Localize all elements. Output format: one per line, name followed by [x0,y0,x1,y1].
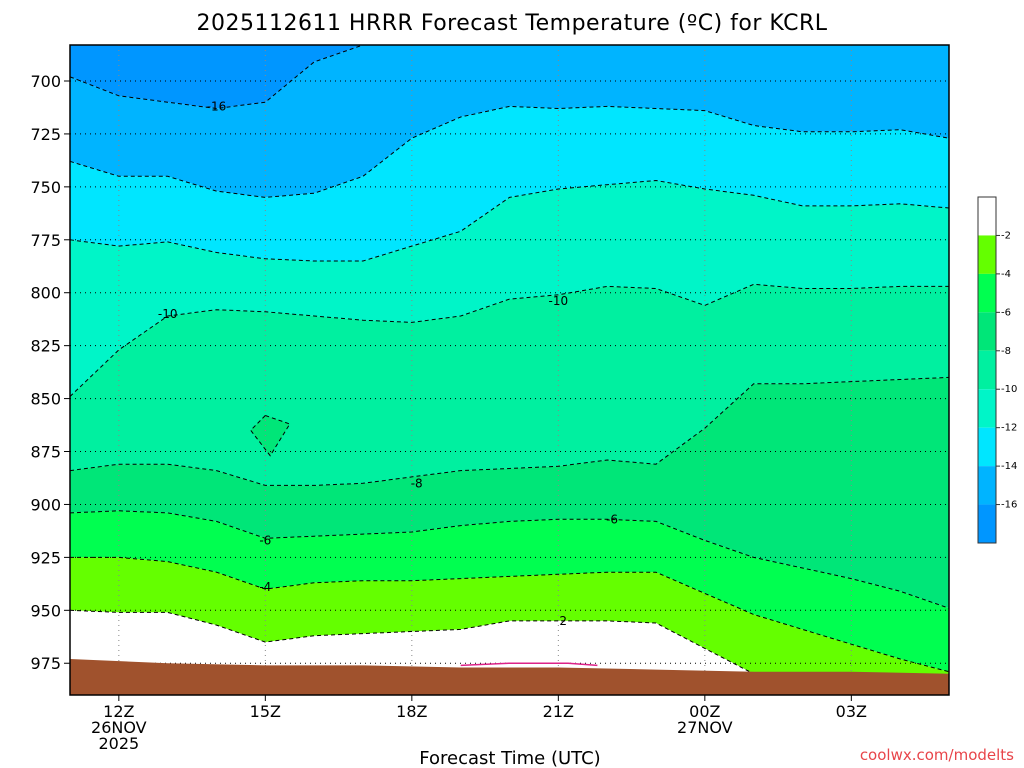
contour-line [70,283,949,397]
contour-label: -4 [259,580,271,594]
contour-label: -8 [411,476,423,490]
contour-line [70,510,949,609]
colorbar-label: -4 [1001,269,1011,280]
contour-label: -16 [207,99,227,113]
colorbar-frame [977,196,997,544]
colorbar-swatch [978,312,996,351]
y-tick-label: 875 [30,443,61,462]
band-region [70,510,949,672]
contour-line [70,179,949,262]
colorbar-swatch [978,427,996,467]
x-tick-label: 27NOV [677,718,733,737]
contour-line [70,45,364,110]
y-tick-label: 900 [30,495,61,514]
y-tick-label: 950 [30,601,61,620]
y-tick-label: 975 [30,654,61,673]
band-region [70,180,949,397]
grid-lines [70,45,949,695]
x-tick-label: 03Z [836,702,867,721]
y-tick-label: 850 [30,390,61,409]
colorbar-legend: -2 -4 -6 -8 -10 -12 -14 -16 [977,196,1017,544]
temperature-bands [70,45,949,695]
x-tick-label: 00Z [689,702,720,721]
y-tick-label: 800 [30,284,61,303]
x-axis-label: Forecast Time (UTC) [419,748,600,768]
colorbar-swatch [978,389,996,428]
band-region [70,377,949,609]
colorbar-label: -6 [1001,307,1011,318]
y-tick-label: 775 [30,231,61,250]
colorbar-label: -2 [1001,230,1011,241]
colorbar-label: -14 [1001,461,1017,472]
colorbar-label: -12 [1001,423,1017,434]
band-region [70,284,949,486]
x-tick-label: 15Z [250,702,281,721]
contour-labels: -16 -10 -10 -8 -6 -6 -4 2 [158,99,618,628]
colorbar-swatch [978,504,996,543]
plot-area: -16 -10 -10 -8 -6 -6 -4 2 [70,45,949,695]
contour-label: -10 [158,307,178,321]
colorbar-swatch [978,235,996,274]
contour-line [250,414,291,457]
y-tick-label: 725 [30,125,61,144]
band-region [70,45,949,198]
terrain-fill [70,659,949,695]
y-tick-label: 750 [30,178,61,197]
contour-line [70,376,949,486]
contour-lines [70,45,949,695]
colorbar-label: -8 [1001,346,1011,357]
band-pocket [250,415,290,456]
x-tick-label: 26NOV [91,718,147,737]
y-tick-label: 925 [30,548,61,567]
terrain-surface [70,659,949,695]
colorbar-swatch [978,273,996,313]
contour-label: -6 [606,512,618,526]
colorbar-swatch [978,466,996,505]
x-tick-label: 2025 [98,734,139,753]
y-tick-label: 825 [30,337,61,356]
band-region [70,45,363,109]
contour-line [70,105,949,198]
contour-label: 2 [559,614,567,628]
chart-title: 2025112611 HRRR Forecast Temperature (ºC… [196,11,827,36]
plot-frame [69,44,950,696]
band-region [70,106,949,261]
contour-line [70,556,949,673]
y-axis: 700 725 750 775 800 825 850 875 900 925 950 975 [30,72,70,673]
contour-label: -10 [549,294,569,308]
x-tick-label: 12Z [103,702,134,721]
watermark: coolwx.com/modelts [860,746,1014,764]
contour-label: -6 [259,533,271,547]
colorbar-label: -16 [1001,500,1017,511]
colorbar-label: -10 [1001,384,1017,395]
colorbar-swatch [978,197,996,236]
x-tick-label: 21Z [543,702,574,721]
colorbar-swatch [978,350,996,390]
x-tick-label: 18Z [396,702,427,721]
magenta-contour [460,662,598,667]
y-tick-label: 700 [30,72,61,91]
